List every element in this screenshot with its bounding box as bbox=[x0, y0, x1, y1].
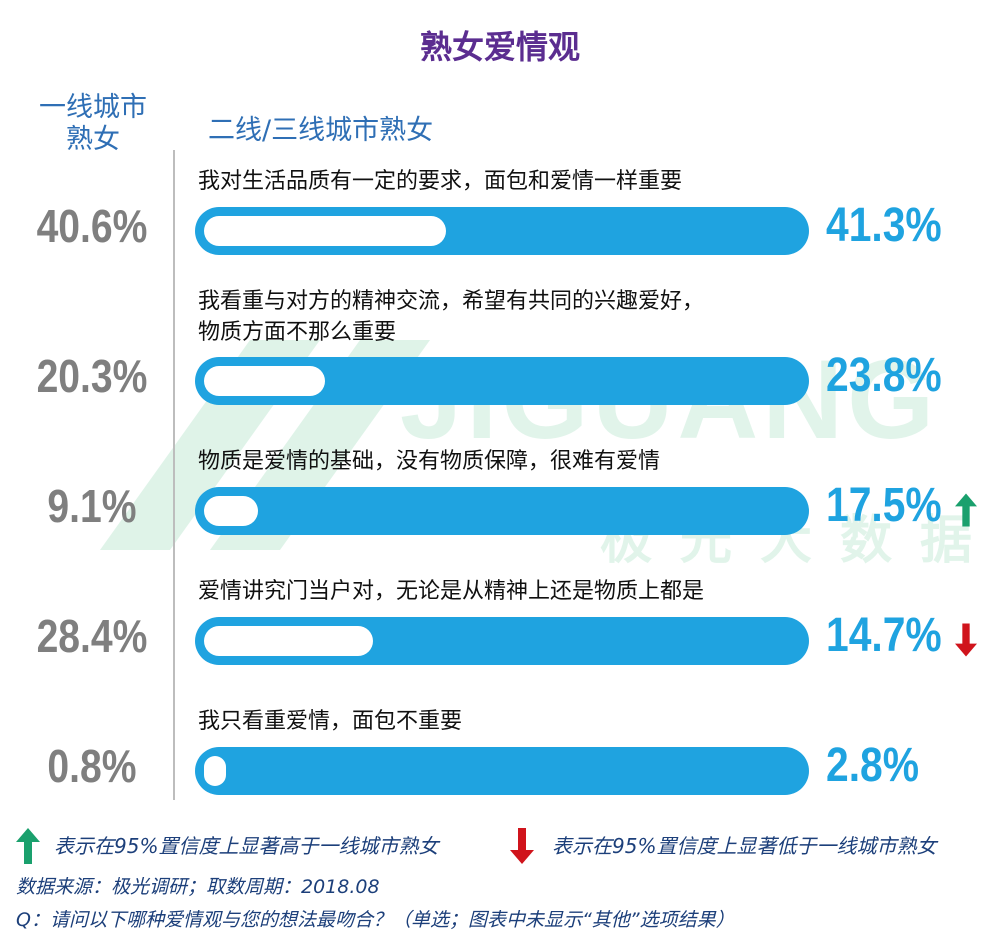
value-label-tier23: 41.3% bbox=[826, 199, 942, 252]
value-label-tier1: 28.4% bbox=[36, 610, 148, 662]
legend-lower: 表示在95%置信度上显著低于一线城市熟女 bbox=[552, 834, 937, 858]
category-label: 我只看重爱情，面包不重要 bbox=[198, 709, 463, 734]
value-label-tier1: 9.1% bbox=[47, 480, 137, 532]
bar-tier23 bbox=[195, 207, 809, 255]
arrow-down-icon bbox=[510, 828, 534, 864]
bar-tier1 bbox=[204, 366, 325, 396]
arrow-up-icon bbox=[955, 493, 977, 527]
category-label: 物质是爱情的基础，没有物质保障，很难有爱情 bbox=[198, 449, 661, 474]
value-label-tier1: 40.6% bbox=[36, 200, 148, 252]
arrow-up-icon bbox=[16, 828, 40, 864]
bar-tier1 bbox=[204, 496, 259, 526]
bar-tier23 bbox=[195, 617, 809, 665]
value-label-tier23: 23.8% bbox=[826, 349, 942, 402]
value-label-tier1: 0.8% bbox=[47, 740, 137, 792]
column-header-tier23: 二线/三线城市熟女 bbox=[208, 115, 434, 146]
column-header-tier1: 一线城市 熟女 bbox=[39, 92, 147, 155]
value-label-tier23: 2.8% bbox=[826, 739, 919, 792]
bar-tier1 bbox=[204, 626, 374, 656]
bar-tier1 bbox=[204, 216, 446, 246]
category-label: 爱情讲究门当户对，无论是从精神上还是物质上都是 bbox=[198, 579, 705, 604]
value-label-tier1: 20.3% bbox=[36, 350, 148, 402]
bar-tier1 bbox=[204, 756, 226, 786]
data-source: 数据来源：极光调研；取数周期：2018.08 bbox=[16, 876, 380, 898]
bar-tier23 bbox=[195, 747, 809, 795]
category-label: 我对生活品质有一定的要求，面包和爱情一样重要 bbox=[198, 169, 683, 194]
value-label-tier23: 14.7% bbox=[826, 609, 942, 662]
column-divider bbox=[173, 150, 175, 800]
category-label: 我看重与对方的精神交流，希望有共同的兴趣爱好， 物质方面不那么重要 bbox=[198, 289, 705, 345]
bar-tier23 bbox=[195, 487, 809, 535]
legend: 表示在95%置信度上显著高于一线城市熟女 表示在95%置信度上显著低于一线城市熟… bbox=[0, 826, 1000, 866]
chart-title: 熟女爱情观 bbox=[419, 28, 580, 66]
arrow-down-icon bbox=[955, 623, 977, 657]
legend-higher: 表示在95%置信度上显著高于一线城市熟女 bbox=[54, 834, 439, 858]
value-label-tier23: 17.5% bbox=[826, 479, 942, 532]
bar-tier23 bbox=[195, 357, 809, 405]
survey-question: Q：请问以下哪种爱情观与您的想法最吻合？（单选；图表中未显示“其他”选项结果） bbox=[16, 909, 735, 931]
